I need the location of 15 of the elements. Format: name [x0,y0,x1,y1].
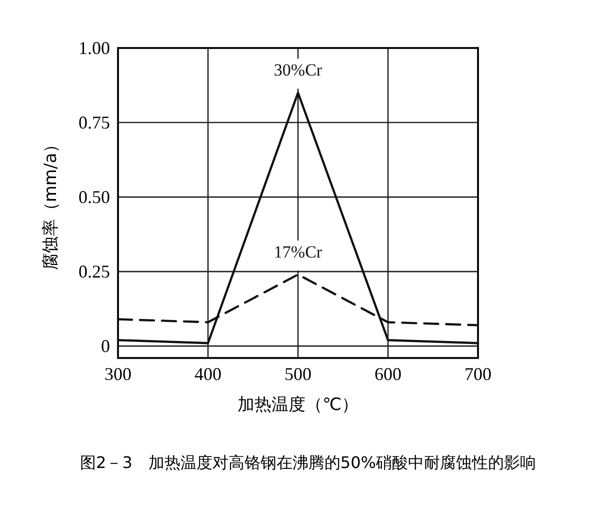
y-axis-title: 腐蚀率（mm/a） [41,136,61,270]
text: 图2－3 加热温度对高铬钢在沸腾的50%硝酸中耐腐蚀性的影响 [80,453,536,472]
x-axis-title: 加热温度（℃） [237,395,359,415]
x-tick-label: 300 [104,364,132,384]
x-tick-label: 400 [194,364,222,384]
x-tick-label: 700 [464,364,492,384]
y-tick-label: 0.50 [78,187,110,208]
x-tick-label: 500 [284,364,312,384]
y-tick-label: 0 [101,336,110,356]
y-tick-label: 0.25 [78,262,110,282]
y-tick-label: 1.00 [78,38,110,58]
series-label: 17%Cr [274,242,322,262]
x-tick-label: 600 [374,364,402,384]
series-label: 30%Cr [274,60,322,80]
y-tick-label: 0.75 [78,112,110,133]
